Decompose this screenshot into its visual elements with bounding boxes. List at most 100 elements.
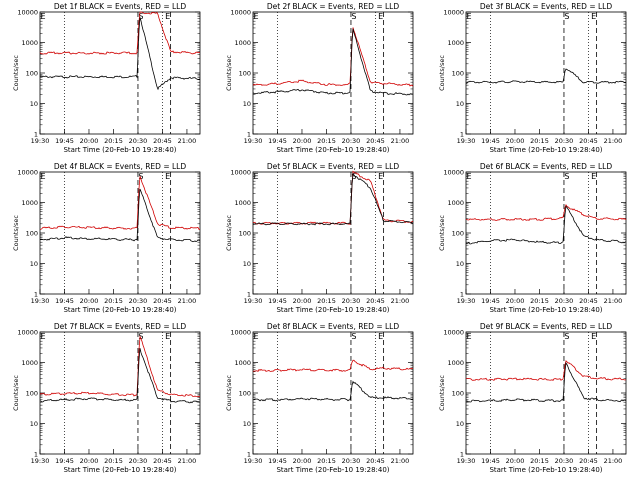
y-tick-label: 1	[460, 451, 464, 459]
x-tick-label: 20:30	[555, 137, 574, 145]
y-tick-label: 1000	[447, 199, 464, 207]
x-tick-label: 19:45	[268, 297, 287, 305]
marker-e: E	[591, 332, 596, 341]
marker-e: E	[591, 12, 596, 21]
marker-s: S	[351, 12, 356, 21]
y-tick-label: 100	[452, 230, 464, 238]
y-axis-label: Counts/sec	[438, 215, 446, 251]
series-lld	[465, 203, 627, 221]
x-tick-label: 21:00	[604, 137, 623, 145]
panel-9: Det 9f BLACK = Events, RED = LLD 1 10 100 10…	[438, 322, 627, 474]
y-tick-label: 1000	[447, 359, 464, 367]
y-tick-label: 10000	[230, 169, 251, 177]
panel-5: Det 5f BLACK = Events, RED = LLD 1 10 100 10…	[225, 162, 414, 314]
y-tick-label: 100	[26, 70, 38, 78]
x-tick-label: 19:30	[31, 137, 50, 145]
axes-frame	[39, 331, 201, 455]
marker-s: S	[351, 172, 356, 181]
x-tick-label: 20:45	[579, 137, 598, 145]
panel-title: Det 2f BLACK = Events, RED = LLD	[267, 2, 400, 11]
x-axis-label: Start Time (20-Feb-10 19:28:40)	[276, 306, 389, 314]
marker-e-start: E	[466, 172, 471, 181]
x-axis-label: Start Time (20-Feb-10 19:28:40)	[63, 306, 176, 314]
marker-s: S	[564, 332, 569, 341]
marker-e-start: E	[253, 12, 258, 21]
marker-e-start: E	[40, 172, 45, 181]
x-tick-label: 20:30	[342, 137, 361, 145]
y-tick-label: 100	[239, 390, 251, 398]
y-axis-label: Counts/sec	[12, 55, 20, 91]
x-tick-label: 20:15	[530, 137, 549, 145]
y-tick-label: 10000	[17, 169, 38, 177]
x-tick-label: 20:30	[342, 457, 361, 465]
marker-e-start: E	[40, 332, 45, 341]
series-lld	[252, 359, 414, 372]
x-tick-label: 19:45	[268, 137, 287, 145]
x-tick-label: 20:15	[317, 297, 336, 305]
x-tick-label: 20:45	[153, 457, 172, 465]
x-tick-label: 19:45	[481, 297, 500, 305]
axes-frame	[39, 171, 201, 295]
x-tick-label: 21:00	[604, 297, 623, 305]
y-axis-label: Counts/sec	[438, 375, 446, 411]
marker-e: E	[165, 332, 170, 341]
x-tick-label: 21:00	[391, 137, 410, 145]
marker-e: E	[165, 12, 170, 21]
y-tick-label: 100	[239, 230, 251, 238]
y-tick-label: 1000	[234, 359, 251, 367]
y-tick-label: 10	[30, 260, 38, 268]
y-tick-label: 1	[460, 131, 464, 139]
x-tick-label: 20:30	[555, 457, 574, 465]
x-tick-label: 21:00	[391, 457, 410, 465]
x-tick-label: 19:30	[31, 457, 50, 465]
panel-7: Det 7f BLACK = Events, RED = LLD 1 10 100 10…	[12, 322, 201, 474]
panel-title: Det 5f BLACK = Events, RED = LLD	[267, 162, 400, 171]
panel-title: Det 6f BLACK = Events, RED = LLD	[480, 162, 613, 171]
y-tick-label: 1	[34, 451, 38, 459]
panel-title: Det 1f BLACK = Events, RED = LLD	[54, 2, 187, 11]
x-tick-label: 20:15	[104, 297, 123, 305]
axes-frame	[465, 331, 627, 455]
y-tick-label: 10000	[17, 9, 38, 17]
x-tick-label: 20:15	[530, 297, 549, 305]
x-tick-label: 20:45	[579, 457, 598, 465]
y-tick-label: 10000	[443, 9, 464, 17]
panel-1: Det 1f BLACK = Events, RED = LLD 1 10 100 10…	[12, 2, 201, 154]
x-tick-label: 19:45	[55, 137, 74, 145]
x-tick-label: 20:30	[129, 457, 148, 465]
x-tick-label: 20:00	[293, 297, 312, 305]
y-tick-label: 100	[452, 70, 464, 78]
y-axis-label: Counts/sec	[225, 375, 233, 411]
x-tick-label: 20:00	[506, 297, 525, 305]
y-axis-label: Counts/sec	[438, 55, 446, 91]
series-lld	[252, 170, 414, 225]
marker-e: E	[378, 172, 383, 181]
axes-frame	[252, 11, 414, 135]
marker-e: E	[591, 172, 596, 181]
x-tick-label: 20:15	[104, 457, 123, 465]
marker-e: E	[165, 172, 170, 181]
panel-6: Det 6f BLACK = Events, RED = LLD 1 10 100 10…	[438, 162, 627, 314]
x-tick-label: 20:30	[342, 297, 361, 305]
y-tick-label: 10	[30, 100, 38, 108]
x-tick-label: 20:15	[530, 457, 549, 465]
x-tick-label: 19:45	[55, 457, 74, 465]
x-tick-label: 20:00	[506, 137, 525, 145]
series-lld	[39, 335, 200, 398]
x-tick-label: 21:00	[391, 297, 410, 305]
x-tick-label: 19:45	[268, 457, 287, 465]
y-axis-label: Counts/sec	[225, 215, 233, 251]
series-lld	[465, 360, 627, 381]
x-tick-label: 20:00	[80, 297, 99, 305]
x-tick-label: 20:45	[153, 297, 172, 305]
y-axis-label: Counts/sec	[225, 55, 233, 91]
panel-title: Det 9f BLACK = Events, RED = LLD	[480, 322, 613, 331]
y-tick-label: 10	[243, 260, 251, 268]
marker-s: S	[351, 332, 356, 341]
series-events	[39, 348, 201, 404]
y-tick-label: 1	[247, 451, 251, 459]
y-tick-label: 1	[247, 131, 251, 139]
y-tick-label: 100	[452, 390, 464, 398]
y-tick-label: 10000	[443, 169, 464, 177]
